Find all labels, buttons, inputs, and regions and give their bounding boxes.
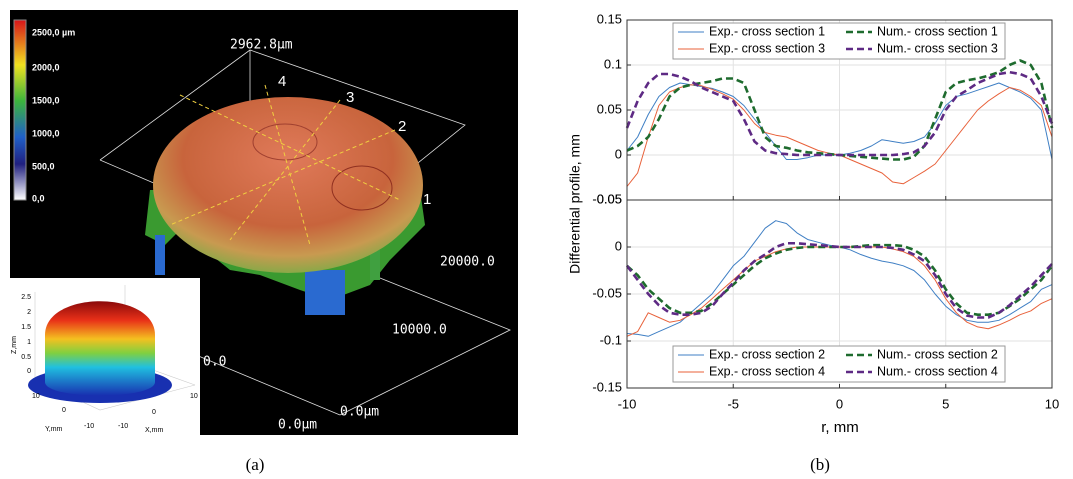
colorbar-labels: 2500,0 µm 2000,0 1500,0 1000,0 500,0 0,0 bbox=[32, 27, 75, 203]
legend-label: Exp.- cross section 2 bbox=[709, 347, 825, 361]
plot-frame bbox=[626, 199, 1053, 389]
dimple bbox=[252, 123, 318, 161]
legend-label: Num.- cross section 2 bbox=[877, 347, 998, 361]
caption: (a) bbox=[246, 455, 265, 474]
inset-ztick: 1 bbox=[27, 339, 31, 346]
axis-label: 0.0µm bbox=[340, 405, 379, 420]
colorbar-label: 1500,0 bbox=[32, 95, 60, 105]
inset: Z,mm 2.5 2 1.5 1 0.5 0 10 0 -10 -10 0 10… bbox=[10, 278, 200, 435]
section-labels: 1 2 3 4 bbox=[278, 73, 431, 208]
inset-ytick: 0 bbox=[62, 407, 66, 414]
dimple bbox=[331, 165, 393, 211]
y-tick-label: 0 bbox=[615, 146, 622, 161]
caption: (b) bbox=[810, 455, 830, 474]
inset-ytick: -10 bbox=[84, 423, 94, 430]
y-tick-label: -0.05 bbox=[592, 191, 622, 206]
legend-label: Num.- cross section 4 bbox=[877, 364, 998, 378]
section-label: 3 bbox=[346, 89, 354, 106]
line bbox=[625, 70, 1054, 157]
inset-zlabel: Z,mm bbox=[11, 336, 18, 354]
spike bbox=[305, 270, 345, 315]
legend-box bbox=[672, 22, 1006, 60]
colorbar-label: 2500,0 µm bbox=[32, 27, 75, 37]
y-tick-label: 0.15 bbox=[597, 11, 622, 26]
y-tick-label: -0.1 bbox=[600, 332, 622, 347]
legend-label: Exp.- cross section 1 bbox=[709, 24, 825, 38]
inset-xtick: -10 bbox=[118, 423, 128, 430]
legend-label: Exp.- cross section 3 bbox=[709, 41, 825, 55]
x-tick-label: 0 bbox=[836, 396, 843, 411]
colorbar-label: 500,0 bbox=[32, 161, 55, 171]
colorbar-label: 2000,0 bbox=[32, 62, 60, 72]
inset-ztick: 1.5 bbox=[21, 324, 31, 331]
colorbar-label: 0,0 bbox=[32, 193, 45, 203]
x-tick-label: -10 bbox=[618, 396, 637, 411]
x-tick-label: 5 bbox=[942, 396, 949, 411]
z-max-label: 2962.8µm bbox=[230, 38, 293, 53]
inset-ylabel: Y,mm bbox=[45, 426, 63, 433]
inset-xtick: 10 bbox=[190, 393, 198, 400]
dome bbox=[153, 97, 423, 273]
y-tick-label: 0.05 bbox=[597, 101, 622, 116]
axis-label: 20000.0 bbox=[440, 255, 495, 270]
axis-label: 10000.0 bbox=[392, 323, 447, 338]
legend-label: Exp.- cross section 4 bbox=[709, 364, 825, 378]
x-axis-label: r, mm bbox=[821, 419, 859, 436]
spike bbox=[370, 250, 380, 280]
legend-label: Num.- cross section 3 bbox=[877, 41, 998, 55]
inset-ytick: 10 bbox=[32, 393, 40, 400]
inset-ztick: 0.5 bbox=[21, 354, 31, 361]
section-label: 2 bbox=[398, 118, 406, 135]
legend-label: Num.- cross section 1 bbox=[877, 24, 998, 38]
inset-xlabel: X,mm bbox=[145, 427, 163, 434]
inset-ztick: 2 bbox=[27, 309, 31, 316]
inset-ztick: 0 bbox=[27, 368, 31, 375]
x-tick-label: -5 bbox=[727, 396, 739, 411]
y-tick-label: 0.05 bbox=[597, 191, 622, 206]
y-tick-label: -0.05 bbox=[592, 285, 622, 300]
section-label: 1 bbox=[423, 191, 431, 208]
plot: -0.15 -0.1 -0.05 0 0.05 -10 -5 0 5 10 Exp.- cross … bbox=[592, 191, 1059, 411]
section-lines bbox=[169, 84, 401, 246]
spike bbox=[155, 235, 165, 275]
y-axis-label: Differential profile, mm bbox=[567, 134, 583, 274]
inset-ztick: 2.5 bbox=[21, 294, 31, 301]
line bbox=[625, 241, 1053, 319]
inset-xtick: 0 bbox=[152, 409, 156, 416]
y-tick-label: -0.15 bbox=[592, 379, 622, 394]
line bbox=[626, 243, 1054, 316]
axis-label: 0.0µm bbox=[278, 418, 317, 433]
plots: -0.05 0 0.05 0.1 0.15 Exp.- cross section 1 Ex… bbox=[592, 11, 1059, 411]
colorbar-label: 1000,0 bbox=[32, 128, 60, 138]
plot: -0.05 0 0.05 0.1 0.15 Exp.- cross section 1 Ex… bbox=[592, 11, 1054, 206]
y-tick-label: 0.1 bbox=[604, 56, 622, 71]
legend-box bbox=[672, 345, 1006, 383]
colorbar bbox=[13, 19, 27, 201]
section-label: 4 bbox=[278, 73, 286, 90]
y-tick-label: 0 bbox=[615, 238, 622, 253]
x-tick-label: 10 bbox=[1045, 396, 1059, 411]
inset-surface bbox=[45, 301, 155, 396]
axis-label: 0.0 bbox=[203, 355, 226, 370]
